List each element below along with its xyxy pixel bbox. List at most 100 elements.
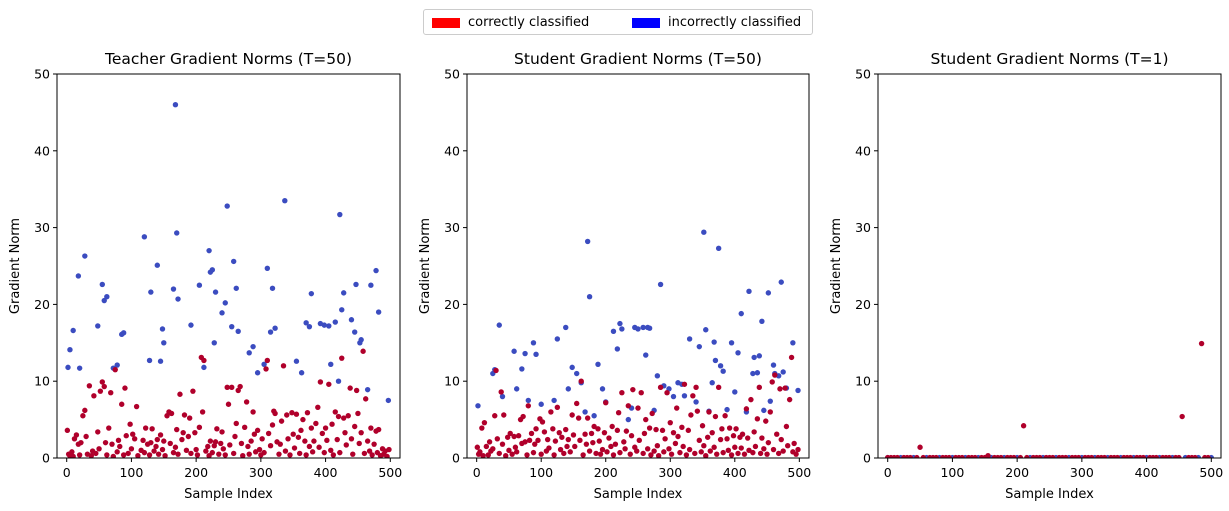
data-point-incorrect (70, 327, 76, 334)
data-point-correct (584, 415, 591, 421)
data-point-correct (972, 454, 978, 458)
data-point-correct (493, 367, 499, 374)
data-point-incorrect (614, 346, 621, 352)
data-point-correct (222, 452, 228, 458)
data-point-correct (480, 452, 486, 458)
data-point-correct (499, 441, 506, 447)
data-point-correct (777, 386, 783, 392)
legend-label-incorrect: incorrectly classified (668, 15, 802, 30)
data-point-correct (685, 427, 692, 434)
data-point-incorrect (170, 286, 177, 292)
data-point-incorrect (701, 229, 707, 235)
data-point-correct (511, 433, 517, 440)
x-axis-label: Sample Index (184, 487, 273, 502)
data-point-correct (174, 426, 180, 433)
data-point-correct (186, 415, 193, 421)
data-point-correct (246, 451, 252, 457)
data-point-incorrect (475, 403, 481, 409)
y-tick-label: 20 (855, 297, 871, 312)
data-point-correct (593, 450, 599, 457)
data-point-incorrect (99, 281, 106, 288)
data-point-correct (263, 366, 269, 372)
data-point-correct (561, 450, 567, 457)
data-point-correct (264, 357, 271, 364)
data-point-correct (97, 388, 104, 394)
x-tick-label: 200 (1005, 465, 1029, 480)
data-point-incorrect (282, 198, 288, 204)
data-point-correct (1205, 454, 1211, 458)
data-point-correct (623, 428, 630, 434)
data-point-correct (483, 443, 490, 450)
data-point-correct (717, 436, 724, 443)
x-tick-label: 400 (314, 465, 338, 480)
y-tick-label: 30 (34, 220, 50, 235)
data-point-correct (738, 445, 744, 451)
data-point-correct (133, 403, 140, 410)
legend-swatch-correct (432, 17, 460, 28)
x-tick-label: 100 (940, 465, 964, 480)
data-point-correct (140, 437, 146, 444)
data-point-incorrect (643, 352, 649, 358)
data-point-correct (157, 432, 164, 438)
data-point-correct (248, 438, 254, 444)
data-point-incorrect (328, 361, 334, 368)
data-point-correct (1024, 454, 1030, 458)
data-point-correct (946, 454, 952, 458)
data-point-correct (371, 441, 377, 447)
data-point-incorrect (206, 247, 212, 254)
data-point-correct (578, 378, 584, 384)
data-point-correct (280, 363, 287, 369)
data-point-incorrect (565, 386, 572, 392)
data-point-correct (783, 423, 790, 430)
data-point-correct (76, 452, 83, 458)
y-tick-label: 0 (863, 451, 871, 466)
data-point-correct (330, 452, 337, 458)
data-point-correct (630, 386, 636, 393)
data-point-correct (793, 451, 799, 457)
data-point-correct (342, 429, 348, 436)
data-point-correct (791, 440, 797, 447)
data-point-incorrect (586, 294, 593, 300)
data-point-correct (597, 451, 604, 457)
data-point-incorrect (554, 336, 561, 342)
data-point-incorrect (573, 370, 580, 377)
data-point-incorrect (746, 288, 752, 295)
data-point-correct (180, 429, 186, 436)
data-point-incorrect (76, 365, 83, 371)
data-point-incorrect (353, 281, 359, 288)
data-point-correct (154, 436, 161, 443)
data-point-correct (168, 410, 175, 417)
data-point-correct (250, 409, 256, 415)
data-point-correct (366, 448, 373, 454)
data-point-correct (522, 439, 528, 445)
data-point-correct (109, 441, 115, 447)
data-point-correct (780, 448, 786, 454)
data-point-correct (765, 439, 772, 446)
subplot-3: Student Gradient Norms (T=1)010203040500… (829, 50, 1223, 502)
data-point-incorrect (233, 285, 239, 291)
data-point-correct (216, 451, 222, 457)
data-point-correct (149, 426, 155, 432)
data-point-correct (80, 413, 86, 419)
data-point-incorrect (188, 322, 194, 328)
data-point-correct (1037, 454, 1043, 458)
data-point-correct (1153, 454, 1159, 458)
data-point-correct (615, 409, 622, 416)
data-point-correct (78, 439, 84, 446)
data-point-correct (1101, 454, 1108, 458)
data-point-correct (520, 413, 526, 420)
data-point-correct (501, 412, 507, 418)
data-point-correct (304, 409, 311, 416)
data-point-correct (212, 439, 219, 445)
data-point-correct (219, 429, 225, 435)
data-point-correct (353, 387, 360, 394)
data-point-correct (91, 393, 97, 399)
plot-frame (877, 73, 1222, 459)
data-point-incorrect (715, 245, 722, 252)
data-point-incorrect (522, 350, 528, 357)
y-tick-label: 0 (42, 451, 50, 466)
data-point-correct (933, 454, 939, 458)
data-point-incorrect (114, 362, 120, 368)
data-point-correct (102, 439, 109, 446)
data-point-incorrect (65, 364, 71, 371)
